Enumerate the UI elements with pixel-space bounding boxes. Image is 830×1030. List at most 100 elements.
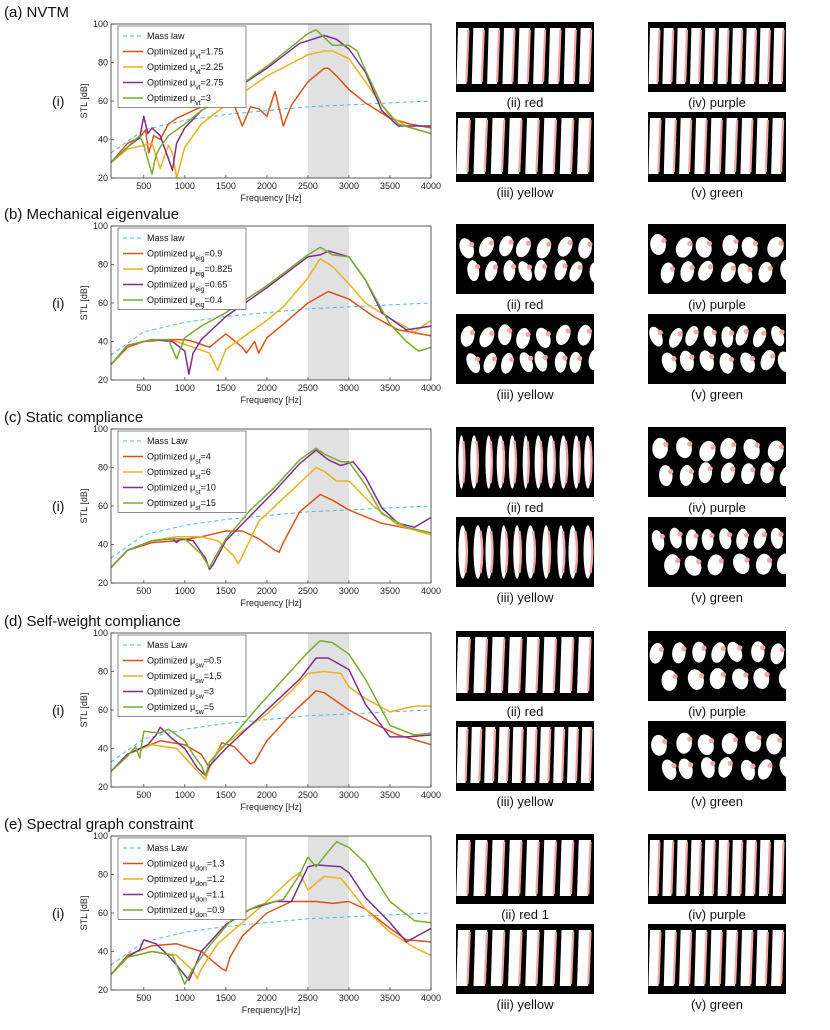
microstructure-caption: (iv) purple bbox=[688, 500, 746, 515]
legend-entry-0: Mass law bbox=[147, 233, 185, 243]
series-line-0 bbox=[111, 302, 431, 356]
x-tick-label-2: 1500 bbox=[216, 790, 236, 800]
microstructure-image bbox=[648, 631, 796, 701]
microstructure-image bbox=[648, 427, 795, 497]
x-tick-label-4: 2500 bbox=[298, 586, 318, 596]
subfigure-label: (i) bbox=[52, 702, 65, 718]
microstructure-caption: (iv) purple bbox=[688, 907, 746, 922]
microstructure-image bbox=[456, 631, 594, 701]
y-tick-label-4: 100 bbox=[93, 628, 108, 638]
series-line-1 bbox=[111, 290, 431, 366]
panel-title: (c) Static compliance bbox=[4, 409, 144, 426]
x-tick-label-4: 2500 bbox=[298, 181, 318, 191]
y-tick-label-2: 60 bbox=[98, 908, 108, 918]
microstructure-thumbnail-3-0 bbox=[456, 631, 594, 701]
microstructure-caption: (iii) yellow bbox=[496, 387, 554, 402]
x-tick-label-1: 1000 bbox=[175, 383, 195, 393]
microstructure-caption: (v) green bbox=[690, 387, 744, 402]
series-line-2 bbox=[111, 50, 431, 178]
microstructure-image bbox=[456, 22, 594, 92]
subfigure-label: (i) bbox=[52, 93, 65, 109]
microstructure-thumbnail-4-1 bbox=[456, 924, 594, 994]
subfigure-label: (i) bbox=[52, 905, 65, 921]
microstructure-caption: (iii) yellow bbox=[496, 590, 554, 605]
microstructure-thumbnail-1-2 bbox=[648, 224, 795, 294]
microstructure-thumbnail-4-0 bbox=[456, 834, 594, 904]
x-tick-label-5: 3000 bbox=[339, 383, 359, 393]
subfigure-label: (i) bbox=[52, 295, 65, 311]
microstructure-thumbnail-2-1 bbox=[456, 517, 594, 587]
target-band bbox=[307, 226, 349, 380]
microstructure-caption: (iii) yellow bbox=[496, 794, 554, 809]
target-band bbox=[307, 836, 349, 990]
microstructure-caption: (iv) purple bbox=[688, 704, 746, 719]
y-tick-label-1: 40 bbox=[98, 540, 108, 550]
y-axis-label: STL [dB] bbox=[79, 286, 89, 321]
x-tick-label-6: 3500 bbox=[380, 383, 400, 393]
x-tick-label-3: 2000 bbox=[257, 790, 277, 800]
microstructure-image bbox=[648, 517, 794, 587]
y-axis-label: STL [dB] bbox=[79, 693, 89, 728]
microstructure-caption: (ii) red bbox=[506, 500, 544, 515]
y-tick-label-2: 60 bbox=[98, 501, 108, 511]
x-tick-label-7: 4000 bbox=[421, 790, 441, 800]
x-tick-label-7: 4000 bbox=[421, 586, 441, 596]
series-line-2 bbox=[111, 670, 431, 781]
stl-chart: 500 1000 1500 2000 2500 3000 3500 4000 20 40 60 80 1… bbox=[79, 831, 441, 1015]
microstructure-image bbox=[456, 834, 594, 904]
x-tick-label-4: 2500 bbox=[298, 383, 318, 393]
microstructure-thumbnail-0-0 bbox=[456, 22, 594, 92]
microstructure-thumbnail-4-3 bbox=[648, 924, 786, 994]
y-tick-label-0: 20 bbox=[98, 173, 108, 183]
y-tick-label-1: 40 bbox=[98, 135, 108, 145]
series-line-0 bbox=[111, 912, 431, 966]
x-axis-label: Frequency [Hz] bbox=[240, 395, 301, 405]
microstructure-image bbox=[456, 427, 594, 497]
microstructure-image bbox=[648, 834, 786, 904]
series-line-4 bbox=[111, 639, 431, 777]
microstructure-caption: (iii) yellow bbox=[496, 997, 554, 1012]
panel-c: (c) Static compliance (i) 500 1000 1500 2000 2… bbox=[0, 409, 830, 614]
panel-d: (d) Self-weight compliance (i) 500 1000 1500… bbox=[0, 613, 830, 818]
x-tick-label-4: 2500 bbox=[298, 993, 318, 1003]
microstructure-caption: (v) green bbox=[690, 997, 744, 1012]
microstructure-thumbnail-2-0 bbox=[456, 427, 594, 497]
series-line-2 bbox=[111, 466, 431, 569]
x-tick-label-2: 1500 bbox=[216, 181, 236, 191]
x-tick-label-5: 3000 bbox=[339, 993, 359, 1003]
microstructure-caption: (ii) red bbox=[506, 95, 544, 110]
panel-e: (e) Spectral graph constraint (i) 500 1000 1… bbox=[0, 816, 830, 1021]
microstructure-image bbox=[648, 224, 795, 294]
panel-b: (b) Mechanical eigenvalue (i) 500 1000 1500 2… bbox=[0, 206, 830, 411]
series-line-1 bbox=[111, 493, 431, 569]
x-tick-label-0: 500 bbox=[136, 790, 151, 800]
x-tick-label-3: 2000 bbox=[257, 586, 277, 596]
y-tick-label-4: 100 bbox=[93, 424, 108, 434]
y-tick-label-2: 60 bbox=[98, 96, 108, 106]
series-line-4 bbox=[111, 246, 431, 366]
y-tick-label-2: 60 bbox=[98, 705, 108, 715]
y-tick-label-3: 80 bbox=[98, 463, 108, 473]
x-tick-label-6: 3500 bbox=[380, 586, 400, 596]
microstructure-image bbox=[456, 924, 594, 994]
y-tick-label-0: 20 bbox=[98, 782, 108, 792]
x-tick-label-7: 4000 bbox=[421, 383, 441, 393]
legend-entry-0: Mass law bbox=[147, 31, 185, 41]
y-tick-label-3: 80 bbox=[98, 667, 108, 677]
series-line-1 bbox=[111, 67, 431, 164]
microstructure-thumbnail-3-2 bbox=[648, 631, 796, 701]
x-tick-label-6: 3500 bbox=[380, 993, 400, 1003]
microstructure-caption: (ii) red bbox=[506, 297, 544, 312]
stl-chart: 500 1000 1500 2000 2500 3000 3500 4000 20 40 60 80 1… bbox=[79, 628, 441, 812]
x-tick-label-7: 4000 bbox=[421, 181, 441, 191]
y-axis-label: STL [dB] bbox=[79, 896, 89, 931]
microstructure-image bbox=[648, 924, 786, 994]
y-tick-label-0: 20 bbox=[98, 375, 108, 385]
series-line-1 bbox=[111, 690, 431, 773]
x-tick-label-0: 500 bbox=[136, 993, 151, 1003]
x-tick-label-5: 3000 bbox=[339, 181, 359, 191]
